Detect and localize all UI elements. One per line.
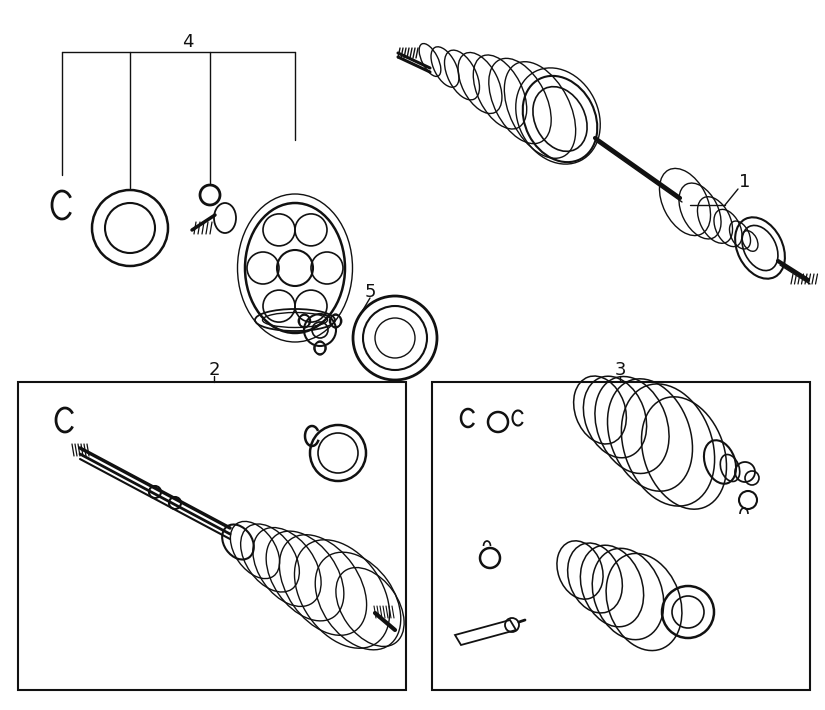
- Text: 2: 2: [208, 361, 219, 379]
- Bar: [18, 382, 406, 690]
- Text: 5: 5: [365, 283, 375, 301]
- Bar: [432, 382, 810, 690]
- Text: 4: 4: [182, 33, 194, 51]
- Text: 3: 3: [615, 361, 625, 379]
- Text: 1: 1: [739, 173, 751, 191]
